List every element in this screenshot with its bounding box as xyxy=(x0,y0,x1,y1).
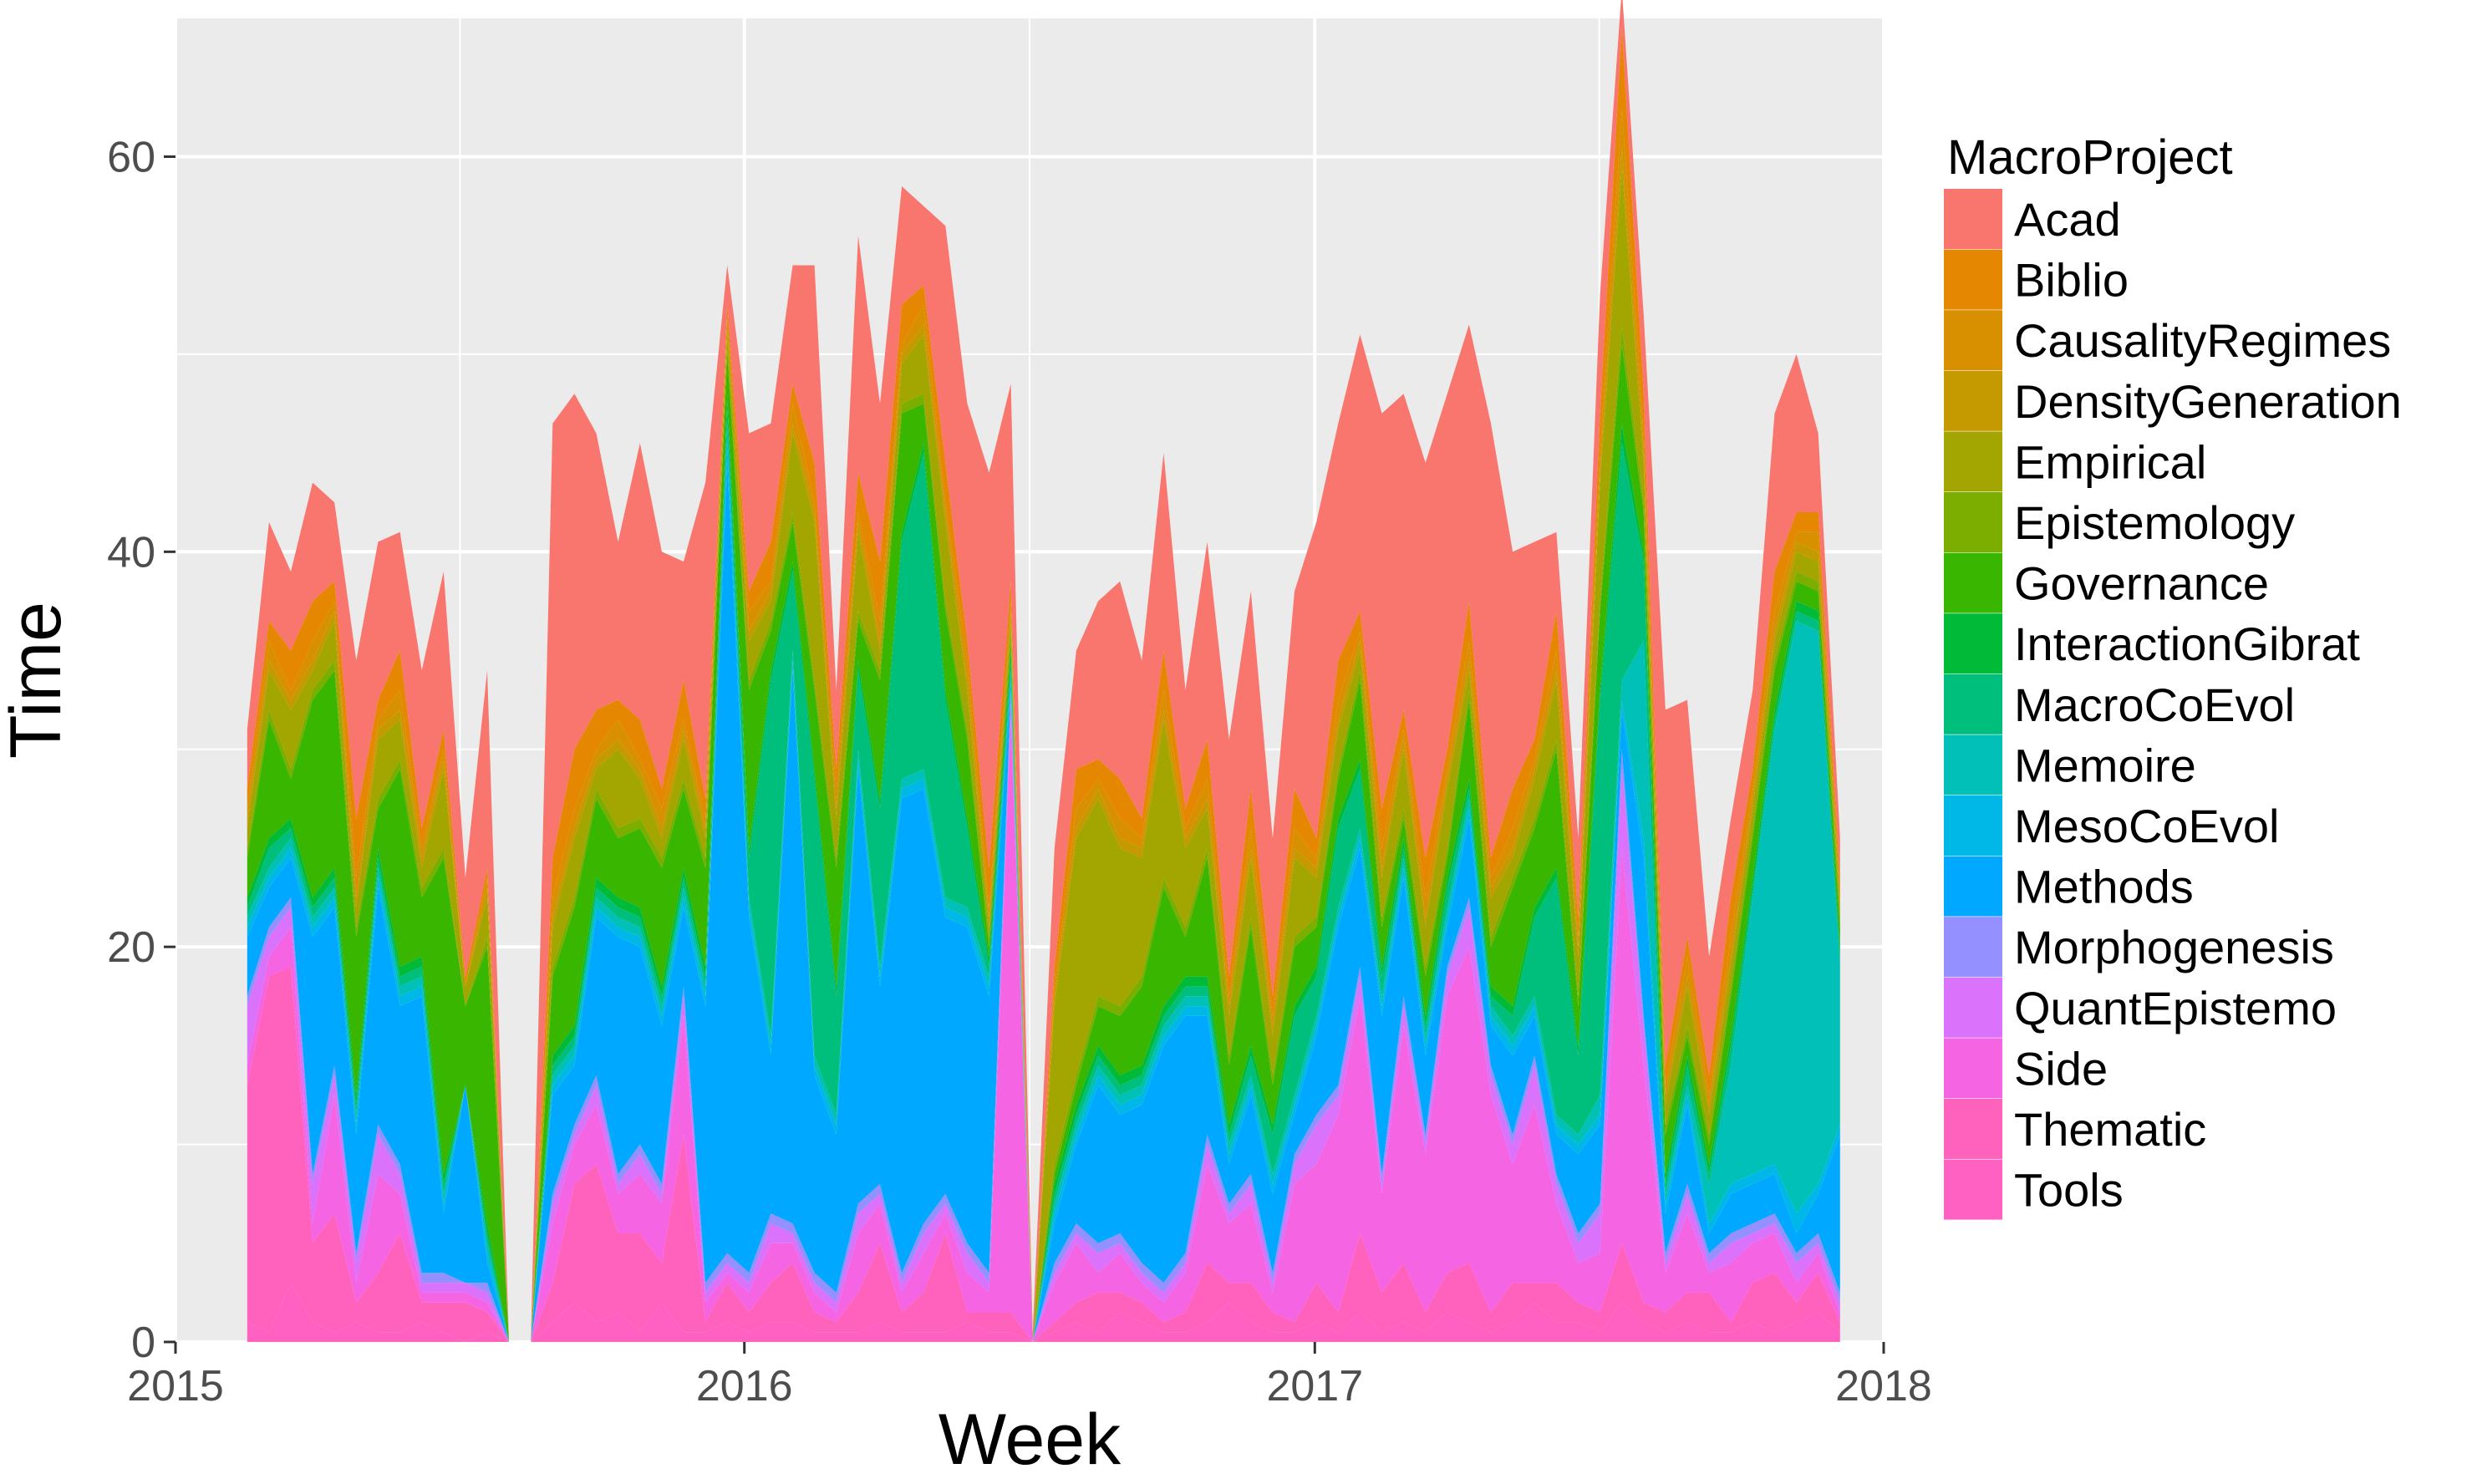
legend-label-acad: Acad xyxy=(2014,193,2121,246)
legend-swatch-methods xyxy=(1944,856,2002,917)
area-tools xyxy=(247,1283,1840,1342)
x-axis: 2015 2016 2017 2018 xyxy=(127,1342,1932,1410)
legend-swatch-morphogenesis xyxy=(1944,917,2002,978)
legend-label-methods: Methods xyxy=(2014,861,2194,913)
area-methods xyxy=(247,462,1840,1342)
x-tick-label: 2017 xyxy=(1266,1362,1363,1410)
legend-swatch-side xyxy=(1944,1038,2002,1099)
legend-label-macrocoevol: MacroCoEvol xyxy=(2014,678,2295,731)
y-tick-label: 40 xyxy=(107,528,155,577)
legend-label-tools: Tools xyxy=(2014,1164,2124,1217)
x-tick-label: 2016 xyxy=(696,1362,793,1410)
legend-label-memoire: Memoire xyxy=(2014,739,2196,791)
legend-label-interactiongibrat: InteractionGibrat xyxy=(2014,617,2360,670)
legend-swatch-memoire xyxy=(1944,734,2002,795)
legend-swatch-acad xyxy=(1944,189,2002,249)
legend-swatch-densitygeneration xyxy=(1944,370,2002,431)
y-tick-label: 60 xyxy=(107,133,155,181)
legend-swatch-mesocoevol xyxy=(1944,795,2002,856)
legend-swatch-thematic xyxy=(1944,1099,2002,1159)
y-axis: 0 20 40 60 xyxy=(107,133,175,1367)
legend: MacroProject Acad Biblio CausalityRegimes D… xyxy=(1944,130,2402,1220)
legend-label-empirical: Empirical xyxy=(2014,435,2206,488)
legend-label-mesocoevol: MesoCoEvol xyxy=(2014,800,2279,852)
area-side xyxy=(247,719,1840,1342)
y-tick-label: 0 xyxy=(131,1319,155,1367)
y-axis-title: Time xyxy=(0,602,76,759)
legend-swatch-interactiongibrat xyxy=(1944,613,2002,674)
legend-swatch-macrocoevol xyxy=(1944,673,2002,734)
area-thematic xyxy=(247,966,1840,1342)
legend-swatch-epistemology xyxy=(1944,492,2002,552)
legend-title: MacroProject xyxy=(1947,130,2233,185)
legend-label-side: Side xyxy=(2014,1042,2108,1095)
x-axis-title: Week xyxy=(938,1400,1122,1480)
y-tick-label: 20 xyxy=(107,923,155,972)
legend-swatch-empirical xyxy=(1944,431,2002,492)
legend-label-causalityregimes: CausalityRegimes xyxy=(2014,314,2391,367)
legend-label-densitygeneration: DensityGeneration xyxy=(2014,375,2402,428)
legend-swatch-biblio xyxy=(1944,249,2002,310)
x-tick-label: 2018 xyxy=(1835,1362,1932,1410)
legend-label-governance: Governance xyxy=(2014,557,2269,610)
x-tick-label: 2015 xyxy=(127,1362,224,1410)
legend-label-biblio: Biblio xyxy=(2014,254,2129,307)
legend-swatch-quantepistemo xyxy=(1944,977,2002,1038)
legend-label-morphogenesis: Morphogenesis xyxy=(2014,921,2334,973)
legend-swatch-tools xyxy=(1944,1159,2002,1220)
area-series-group xyxy=(247,0,1840,1343)
legend-label-quantepistemo: QuantEpistemo xyxy=(2014,982,2337,1034)
legend-swatch-causalityregimes xyxy=(1944,310,2002,371)
legend-label-epistemology: Epistemology xyxy=(2014,496,2295,549)
area-acad xyxy=(247,0,1840,1342)
legend-label-thematic: Thematic xyxy=(2014,1103,2206,1156)
legend-swatch-governance xyxy=(1944,552,2002,613)
